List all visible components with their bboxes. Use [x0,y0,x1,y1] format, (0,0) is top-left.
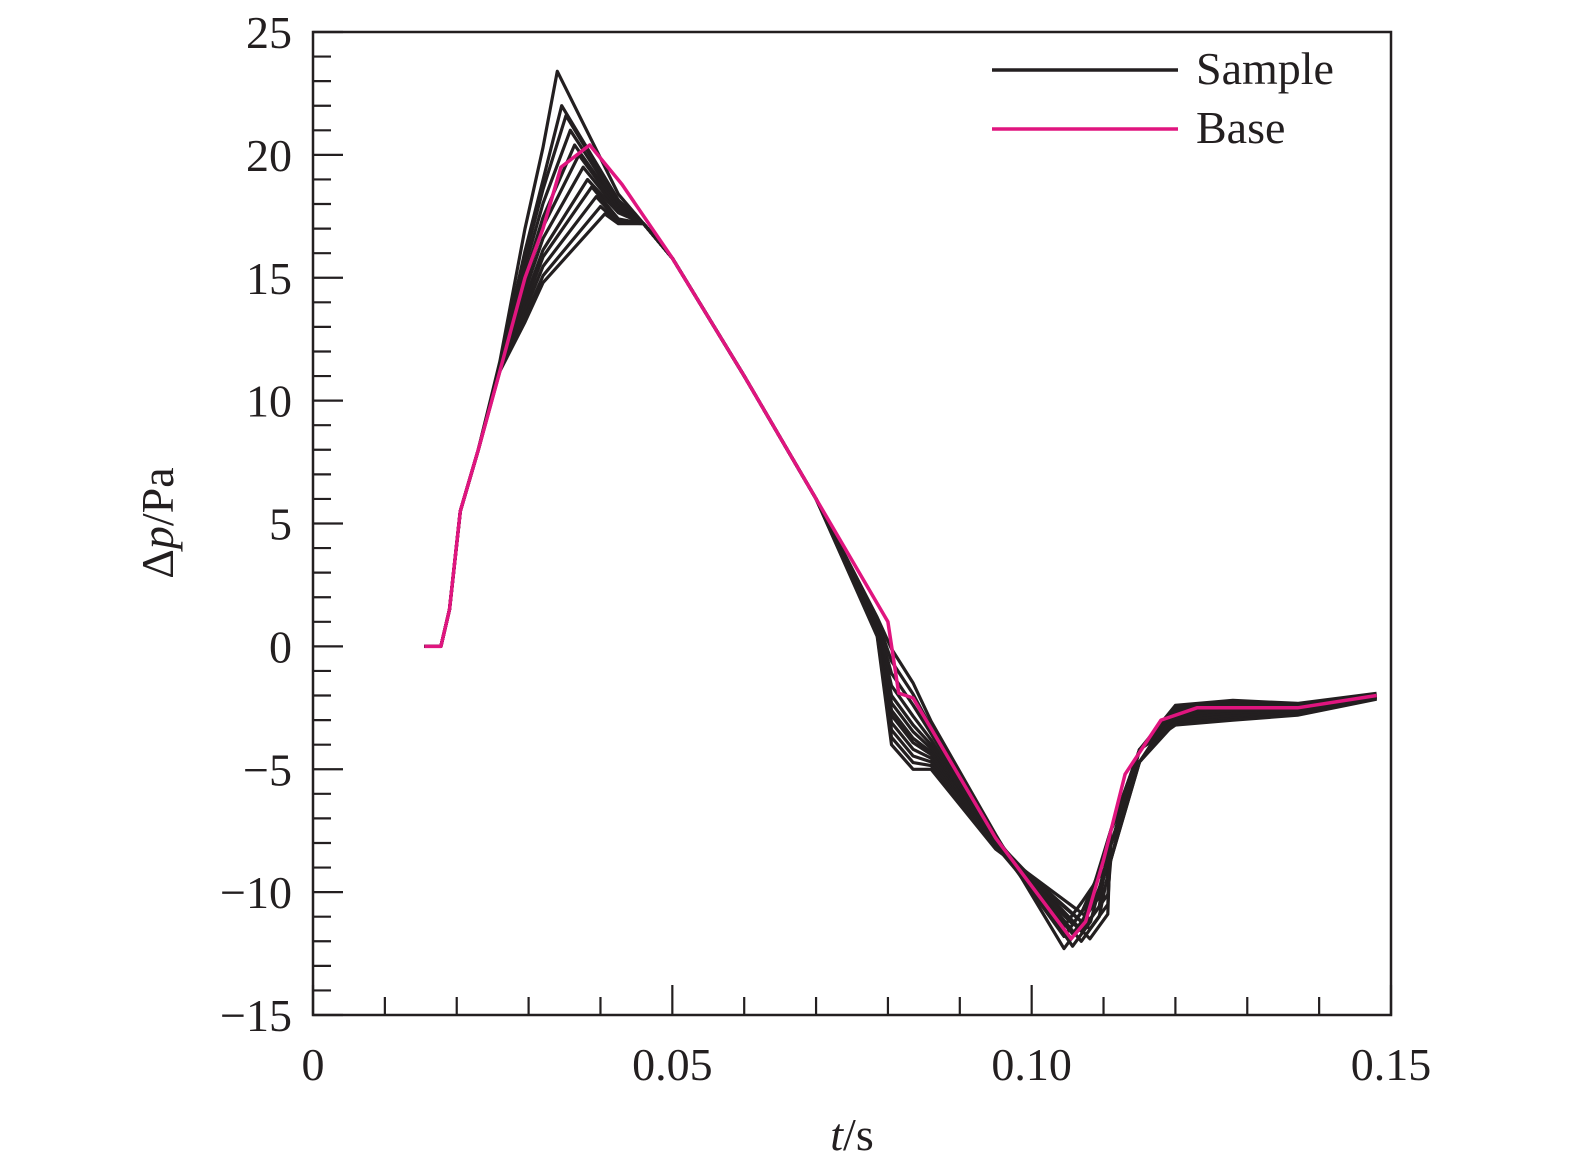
legend: Sample Base [992,43,1334,153]
sample-series-line [424,153,1377,936]
sample-series-line [424,212,1377,921]
sample-series-line [424,128,1377,941]
sample-series-line [424,177,1377,931]
x-tick-label: 0.10 [991,1039,1072,1090]
tick-labels: 0 0.05 0.10 0.15 −15 −10 −5 0 5 10 15 20 25 [220,7,1431,1090]
sample-series-line [424,143,1377,938]
x-tick-label: 0.15 [1351,1039,1432,1090]
base-series-line [424,143,1377,941]
sample-series-line [424,185,1377,929]
y-tick-label: 5 [269,499,292,550]
sample-series-line [424,114,1377,943]
ticks [311,30,1393,1017]
plot-frame [311,30,1393,1017]
plot-lines [424,69,1377,951]
legend-label-base: Base [1196,102,1285,153]
x-axis-title: t/s [830,1109,873,1160]
legend-label-sample: Sample [1196,43,1334,94]
y-tick-label: 25 [246,7,292,58]
x-tick-label: 0 [302,1039,325,1090]
sample-series-line [424,69,1377,951]
sample-series-line [424,165,1377,933]
y-tick-label: 0 [269,621,292,672]
x-tick-label: 0.05 [632,1039,713,1090]
y-tick-label: 15 [246,253,292,304]
y-tick-label: −15 [220,990,292,1041]
sample-series-line [424,204,1377,924]
sample-series-line [424,104,1377,948]
y-tick-label: −5 [243,744,292,795]
y-axis-title: Δp/Pa [132,467,183,578]
y-tick-label: 20 [246,130,292,181]
y-tick-label: −10 [220,867,292,918]
sample-series-line [424,195,1377,926]
y-tick-label: 10 [246,376,292,427]
